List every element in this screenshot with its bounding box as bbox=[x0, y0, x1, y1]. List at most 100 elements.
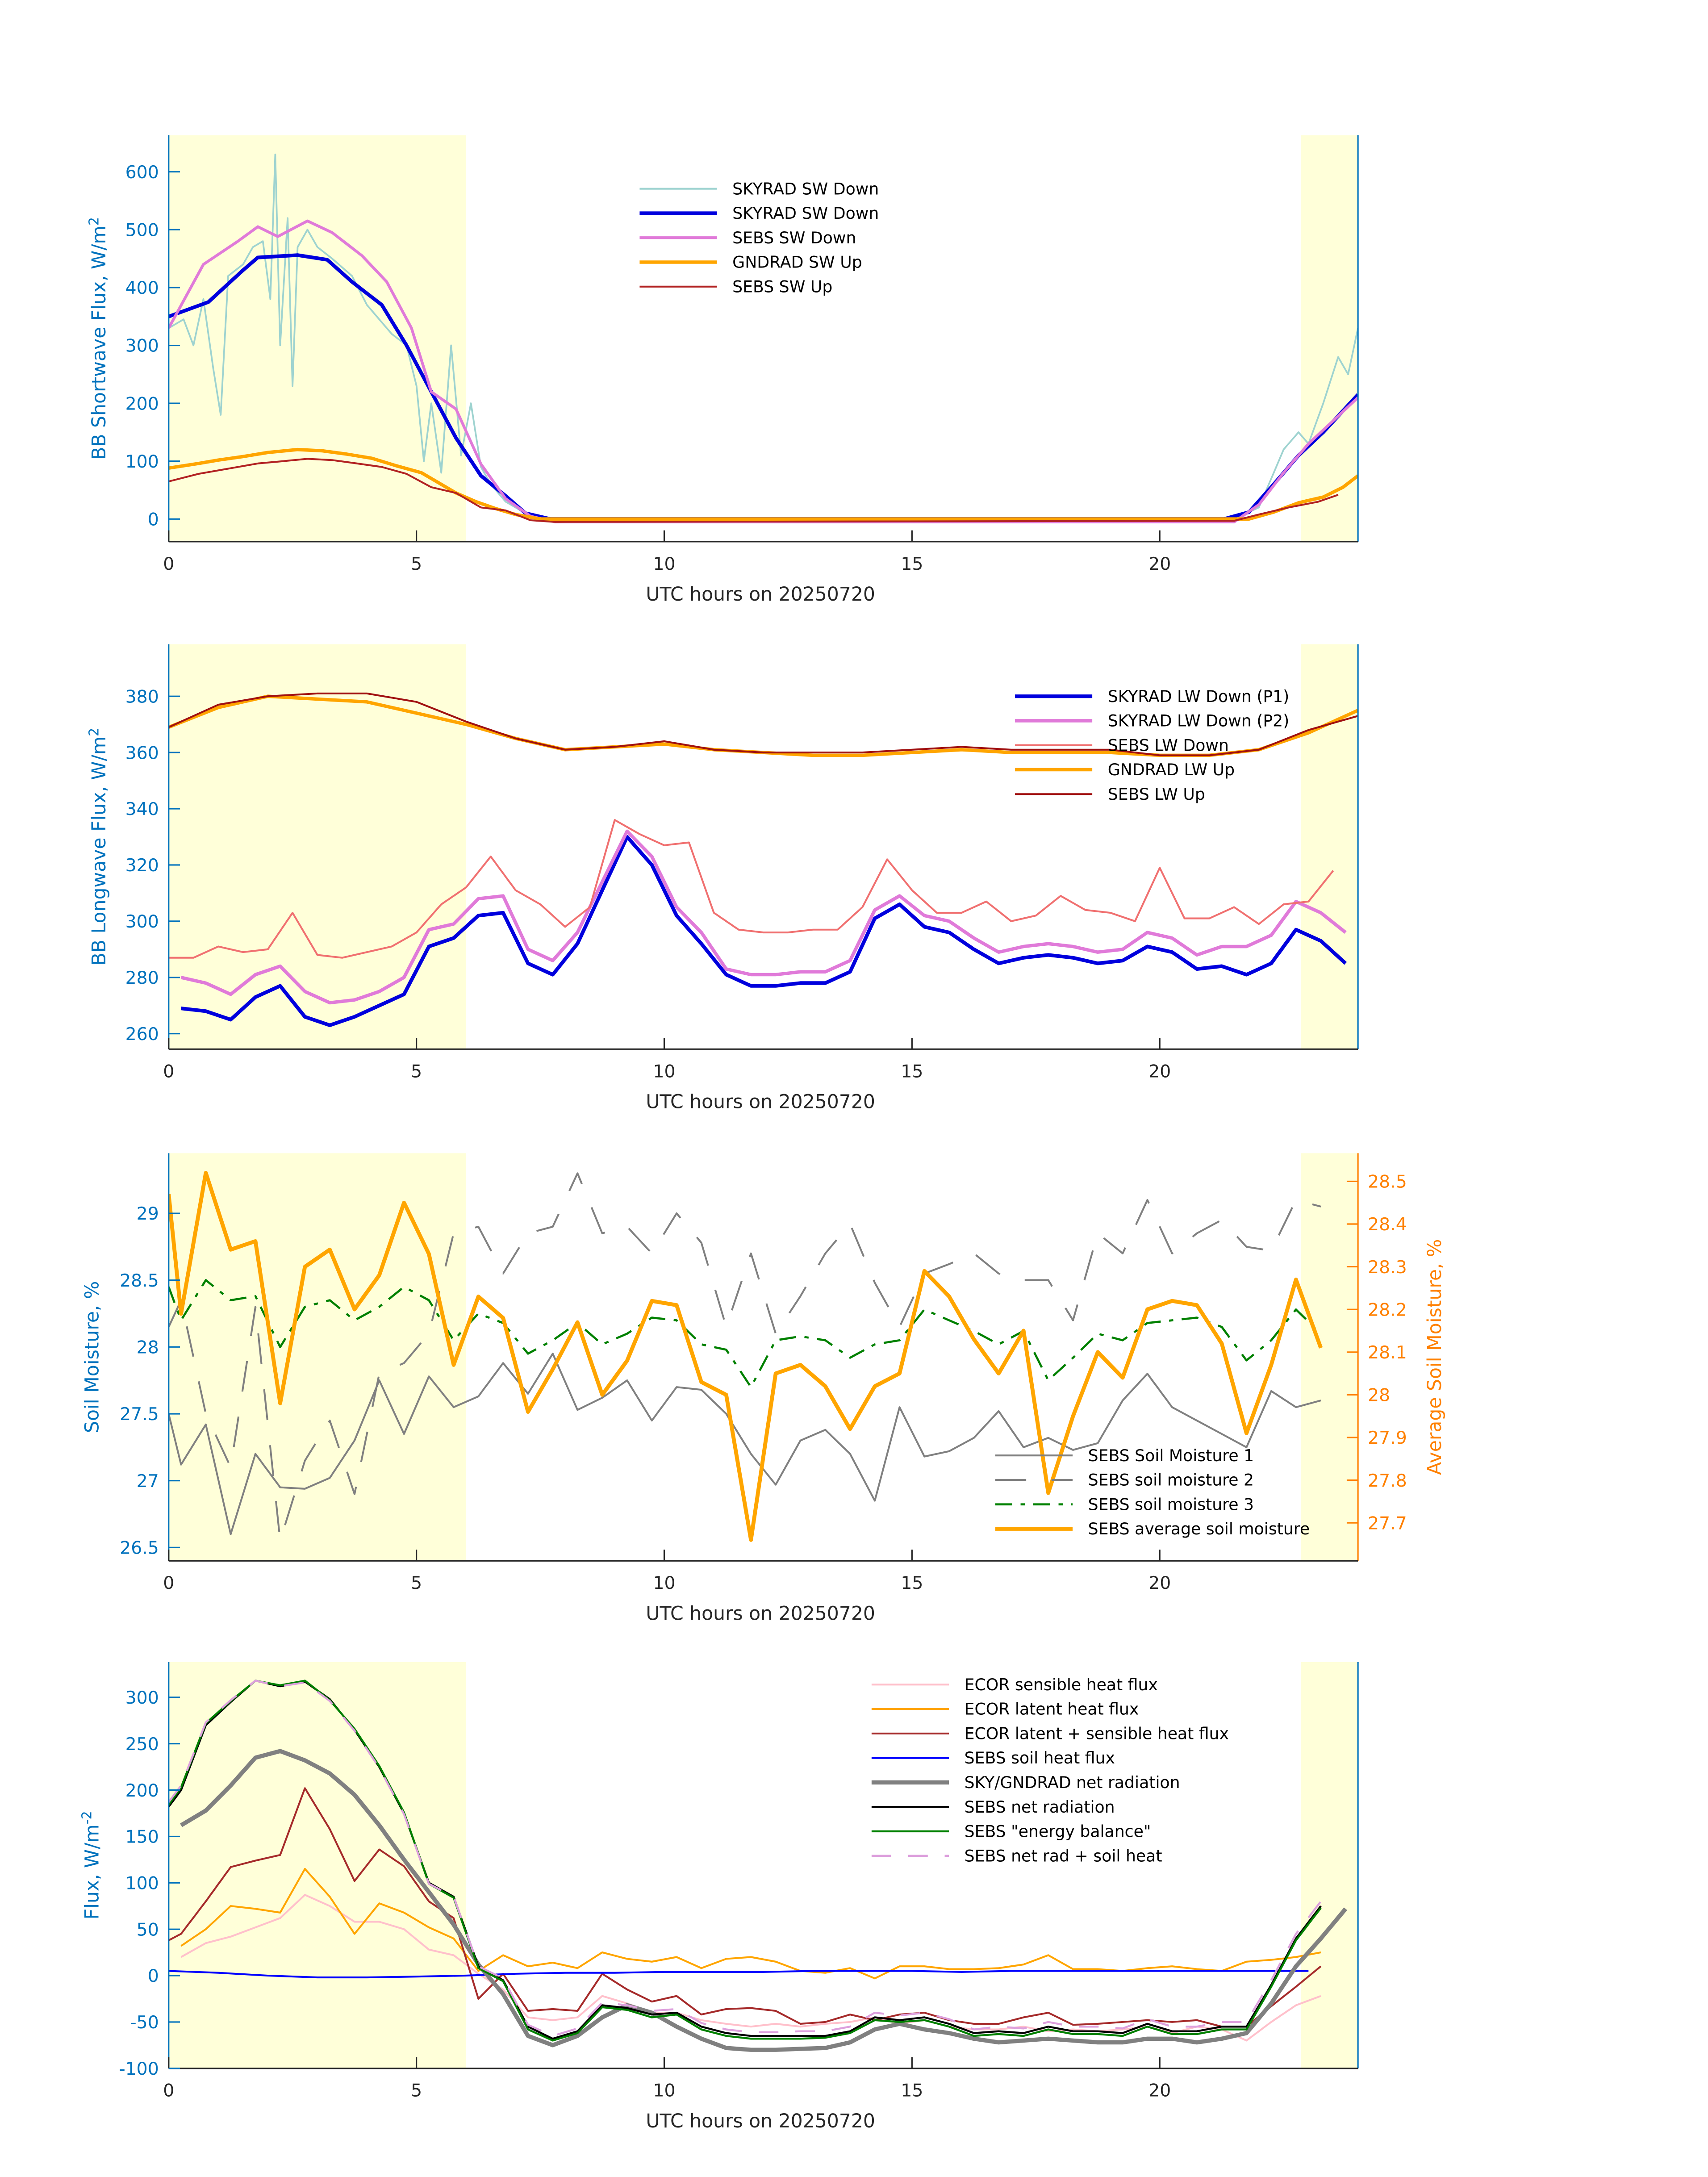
y-tick-label: 300 bbox=[125, 911, 159, 932]
series-line-7 bbox=[168, 1680, 1322, 2042]
y-right-tick-label: 28 bbox=[1368, 1385, 1390, 1406]
x-tick-label: 20 bbox=[1148, 1061, 1171, 1082]
y-right-tick-label: 27.8 bbox=[1368, 1471, 1407, 1491]
y-tick-label: 28 bbox=[137, 1337, 159, 1358]
y-tick-label: 300 bbox=[125, 336, 159, 356]
series-line-5 bbox=[168, 692, 1358, 756]
series-group bbox=[168, 692, 1358, 1027]
y-tick-label: 100 bbox=[125, 451, 159, 472]
x-tick-label: 15 bbox=[901, 2081, 923, 2101]
y-tick-label: 250 bbox=[125, 1734, 159, 1755]
x-tick-label: 0 bbox=[163, 1573, 174, 1593]
y-right-tick-label: 28.5 bbox=[1368, 1172, 1407, 1192]
y-tick-label: -50 bbox=[130, 2012, 159, 2033]
chart-panel-4: 0 5 10 15 20 -100 -50 0 50 100 150 200 250 300 UTC hou… bbox=[79, 1662, 1359, 2132]
y-tick-label: 100 bbox=[125, 1873, 159, 1893]
y-axis-right-label: Average Soil Moisture, % bbox=[1424, 1239, 1446, 1475]
chart-panel-3: 0 5 10 15 20 26.5 27 27.5 28 28.5 29 27.7 27.8 27.9 28… bbox=[81, 1153, 1446, 1625]
legend-label: SEBS soil moisture 3 bbox=[1088, 1495, 1254, 1514]
series-line-2 bbox=[168, 253, 1358, 521]
legend-label: GNDRAD LW Up bbox=[1108, 760, 1235, 779]
y-tick-label: 340 bbox=[125, 799, 159, 819]
legend-label: SEBS LW Up bbox=[1108, 785, 1205, 804]
y-axis-label: Soil Moisture, % bbox=[81, 1281, 103, 1433]
x-tick-label: 0 bbox=[163, 554, 174, 574]
legend-label: ECOR latent + sensible heat flux bbox=[965, 1724, 1229, 1743]
legend-label: SEBS soil heat flux bbox=[965, 1748, 1115, 1768]
x-tick-label: 5 bbox=[411, 1061, 422, 1082]
y-tick-label: -100 bbox=[119, 2059, 159, 2079]
y-tick-label: 280 bbox=[125, 968, 159, 988]
series-line-1 bbox=[181, 835, 1347, 1027]
x-tick-label: 10 bbox=[653, 2081, 675, 2101]
series-group bbox=[168, 1170, 1323, 1542]
legend-label: ECOR sensible heat flux bbox=[965, 1675, 1158, 1694]
legend-label: SEBS "energy balance" bbox=[965, 1822, 1151, 1841]
series-line-3 bbox=[168, 1279, 1322, 1388]
series-line-2 bbox=[168, 1172, 1321, 1542]
legend-label: SEBS LW Down bbox=[1108, 735, 1229, 755]
y-tick-label: 300 bbox=[125, 1688, 159, 1708]
y-tick-label: 260 bbox=[125, 1024, 159, 1045]
x-tick-label: 5 bbox=[411, 1573, 422, 1593]
legend-label: SEBS net rad + soil heat bbox=[965, 1846, 1162, 1865]
series-line-4 bbox=[168, 1170, 1323, 1542]
y-tick-label: 0 bbox=[148, 509, 159, 530]
series-group bbox=[168, 153, 1358, 523]
x-axis-label: UTC hours on 20250720 bbox=[646, 1091, 875, 1113]
y-tick-label: 26.5 bbox=[120, 1538, 159, 1559]
legend: SKYRAD LW Down (P1) SKYRAD LW Down (P2) SE… bbox=[1015, 687, 1289, 804]
y-axis-label: BB Shortwave Flux, W/m2 bbox=[86, 217, 110, 460]
legend-label: SKYRAD SW Down bbox=[732, 204, 879, 223]
series-line-3 bbox=[168, 819, 1334, 959]
y-tick-label: 50 bbox=[137, 1919, 159, 1940]
legend-label: ECOR latent heat flux bbox=[965, 1700, 1139, 1719]
series-line-5 bbox=[168, 458, 1339, 523]
legend-label: SKYRAD LW Down (P1) bbox=[1108, 687, 1290, 706]
shaded-region bbox=[1301, 135, 1358, 542]
y-axis-label: BB Longwave Flux, W/m2 bbox=[86, 728, 110, 965]
x-tick-label: 15 bbox=[901, 1573, 923, 1593]
legend-label: GNDRAD SW Up bbox=[732, 253, 862, 272]
series-line-3 bbox=[168, 1787, 1322, 2028]
legend-label: SEBS Soil Moisture 1 bbox=[1088, 1446, 1254, 1465]
superscript: 2 bbox=[86, 217, 102, 226]
legend: ECOR sensible heat flux ECOR latent heat … bbox=[871, 1675, 1229, 1865]
y-tick-label: 200 bbox=[125, 1780, 159, 1801]
y-tick-label: 400 bbox=[125, 278, 159, 298]
legend: SKYRAD SW Down SKYRAD SW Down SEBS SW Down… bbox=[639, 179, 879, 296]
y-tick-label: 150 bbox=[125, 1827, 159, 1847]
series-line-4 bbox=[168, 1970, 1309, 1979]
x-tick-label: 10 bbox=[653, 1573, 675, 1593]
y-tick-label: 200 bbox=[125, 393, 159, 414]
x-tick-label: 15 bbox=[901, 1061, 923, 1082]
x-tick-label: 0 bbox=[163, 2081, 174, 2101]
chart-panel-2: 0 5 10 15 20 260 280 300 320 340 360 380 UTC hours o… bbox=[86, 644, 1359, 1113]
y-tick-label: 29 bbox=[137, 1203, 159, 1224]
y-right-tick-label: 27.9 bbox=[1368, 1428, 1407, 1448]
legend: SEBS Soil Moisture 1 SEBS soil moisture 2… bbox=[995, 1446, 1310, 1538]
x-tick-label: 20 bbox=[1148, 554, 1171, 574]
shaded-region bbox=[168, 1662, 466, 2068]
series-line-5 bbox=[180, 1749, 1348, 2052]
x-tick-label: 0 bbox=[163, 1061, 174, 1082]
x-axis-label: UTC hours on 20250720 bbox=[646, 2110, 875, 2132]
y-tick-label: 380 bbox=[125, 686, 159, 707]
x-axis-label: UTC hours on 20250720 bbox=[646, 1603, 875, 1625]
y-tick-label: 27.5 bbox=[120, 1404, 159, 1425]
y-tick-label: 320 bbox=[125, 855, 159, 876]
shaded-region bbox=[1301, 1153, 1358, 1561]
y-tick-label: 27 bbox=[137, 1471, 159, 1492]
series-line-1 bbox=[168, 1353, 1321, 1535]
y-right-tick-label: 28.4 bbox=[1368, 1214, 1407, 1235]
x-tick-label: 10 bbox=[653, 1061, 675, 1082]
legend-label: SEBS net radiation bbox=[965, 1797, 1115, 1817]
shaded-region bbox=[1301, 644, 1358, 1049]
y-right-tick-label: 28.1 bbox=[1368, 1342, 1407, 1363]
y-tick-label: 600 bbox=[125, 162, 159, 183]
shaded-region bbox=[168, 1153, 466, 1561]
y-tick-label: 360 bbox=[125, 743, 159, 763]
series-group bbox=[168, 1680, 1348, 2052]
